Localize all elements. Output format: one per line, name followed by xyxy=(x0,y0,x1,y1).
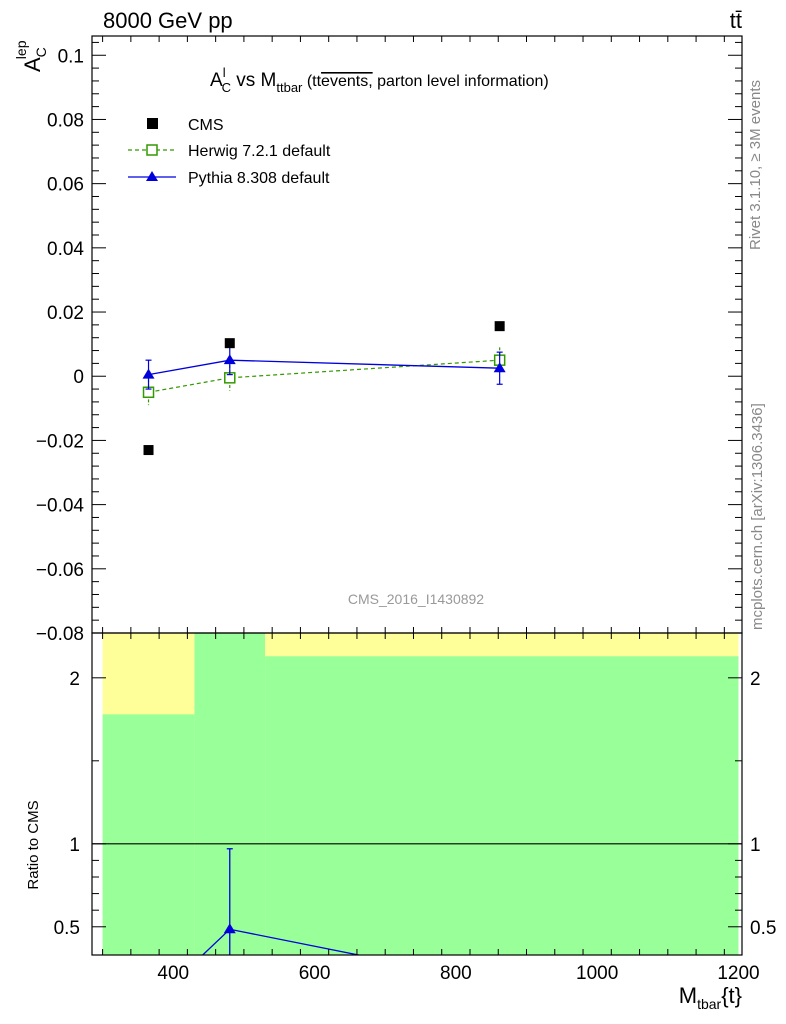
header-right: tt̄ xyxy=(730,8,742,33)
title-mid: vs M xyxy=(231,70,276,91)
legend-cms-marker xyxy=(147,118,158,129)
header-left: 8000 GeV pp xyxy=(103,8,233,33)
y-tick-label: −0.06 xyxy=(36,560,84,581)
cms-point xyxy=(143,445,154,456)
title-a-sub: C xyxy=(222,80,231,95)
xlabel-main: M xyxy=(679,983,697,1008)
ylabel-sub: C xyxy=(33,47,49,57)
y-axis-label-top: AClep xyxy=(13,40,49,72)
ylabel-sup: lep xyxy=(13,40,29,59)
ratio-pythia-point xyxy=(223,923,236,934)
title-paren-rest: parton level information) xyxy=(373,73,549,90)
y-tick-label: 0.04 xyxy=(47,239,84,260)
ratio-band-green xyxy=(102,714,195,955)
x-tick-label: 1000 xyxy=(576,963,618,984)
ratio-y-tick-label-right: 1 xyxy=(750,835,761,856)
ratio-frame xyxy=(91,632,743,956)
ratio-y-tick-label-right: 2 xyxy=(750,669,761,690)
xlabel-sub: tbar xyxy=(697,996,721,1012)
legend-herwig-label: Herwig 7.2.1 default xyxy=(188,143,331,160)
pythia-line xyxy=(148,359,500,376)
source-label: mcplots.cern.ch [arXiv:1306.3436] xyxy=(749,403,766,630)
y-tick-label: 0.08 xyxy=(47,110,84,131)
legend-pythia-label: Pythia 8.308 default xyxy=(188,170,330,187)
ratio-plot-area xyxy=(92,633,742,1010)
y-tick-label: 0.06 xyxy=(47,175,84,196)
title-paren-over: events, xyxy=(321,73,373,90)
ratio-pythia-point xyxy=(494,977,506,987)
ylabel-main: A xyxy=(20,57,45,72)
cms-point xyxy=(224,338,235,349)
ratio-y-tick-label-right: 0.5 xyxy=(750,918,776,939)
xlabel-post: {t} xyxy=(721,983,742,1008)
x-axis-label: Mtbar{t} xyxy=(679,983,742,1012)
legend-pythia-marker xyxy=(146,171,158,181)
plot-title: Al C vs Mttbar (ttevents, parton level in… xyxy=(210,65,549,95)
ratio-pythia-point xyxy=(143,1000,155,1010)
rivet-label: Rivet 3.1.10, ≥ 3M events xyxy=(747,80,764,250)
axes: −0.08 −0.06 −0.04 −0.02 0 0.02 0.04 0.06 0.08 0.1… xyxy=(36,35,776,984)
y-tick-label: −0.08 xyxy=(36,624,84,645)
legend-cms-label: CMS xyxy=(188,117,224,134)
x-tick-label: 1200 xyxy=(717,963,759,984)
title-a: A xyxy=(210,70,223,91)
legend: CMS Herwig 7.2.1 default Pythia 8.308 de… xyxy=(128,117,331,187)
x-tick-label: 800 xyxy=(440,963,472,984)
y-tick-label: 0.1 xyxy=(58,46,84,67)
title-paren-open: (tt xyxy=(302,73,321,90)
x-tick-label: 400 xyxy=(157,963,189,984)
cms-point xyxy=(494,321,505,332)
y-tick-label: 0.02 xyxy=(47,303,84,324)
top-plot-area xyxy=(142,321,506,456)
ratio-y-tick-label: 1 xyxy=(69,835,80,856)
y-tick-label: −0.02 xyxy=(36,431,84,452)
title-a-sup: l xyxy=(223,65,226,80)
y-axis-label-ratio: Ratio to CMS xyxy=(25,800,42,889)
pythia-point xyxy=(223,354,236,365)
pythia-point xyxy=(142,368,155,379)
y-tick-label: 0 xyxy=(73,367,84,388)
y-tick-label: −0.04 xyxy=(36,496,85,517)
legend-herwig-marker xyxy=(146,144,158,156)
watermark: CMS_2016_I1430892 xyxy=(348,591,484,607)
x-tick-label: 600 xyxy=(299,963,331,984)
pythia-point xyxy=(493,362,506,373)
title-mid-sub: ttbar xyxy=(276,80,303,95)
ratio-y-tick-label: 2 xyxy=(69,669,80,690)
ratio-y-tick-label: 0.5 xyxy=(54,918,80,939)
ratio-band-green xyxy=(265,656,739,955)
